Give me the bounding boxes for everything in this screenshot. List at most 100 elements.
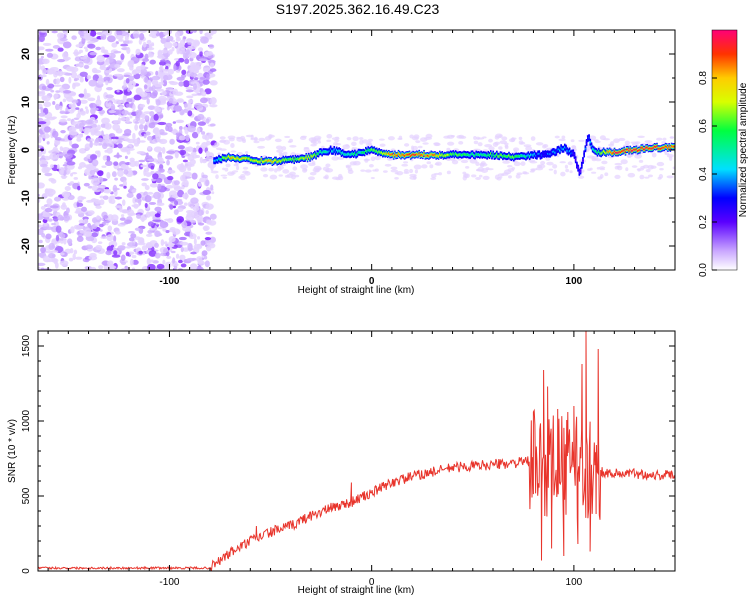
ridge-cell (577, 167, 579, 170)
noise-point (86, 138, 91, 142)
top-x-tick-label: 100 (566, 276, 583, 287)
noise-point (153, 84, 163, 88)
ridge-cell (628, 150, 630, 152)
ridge-cell (543, 153, 545, 156)
ridge-cell (621, 150, 623, 153)
halo-point (494, 174, 500, 180)
noise-point (129, 160, 137, 168)
noise-point (38, 145, 44, 149)
halo-point (303, 168, 308, 172)
noise-point (138, 250, 144, 255)
halo-point (446, 170, 451, 175)
ridge-cell (601, 151, 604, 154)
ridge-cell (424, 155, 427, 157)
ridge-cell (602, 150, 605, 152)
noise-point (57, 153, 65, 157)
noise-point (47, 83, 55, 89)
noise-point (149, 92, 158, 99)
ridge-cell (520, 154, 522, 157)
noise-point (45, 48, 54, 52)
halo-point (577, 175, 585, 179)
halo-point (553, 169, 557, 175)
ridge-cell (481, 154, 484, 157)
ridge-cell (630, 150, 633, 152)
noise-point (132, 132, 136, 140)
halo-point (651, 152, 657, 158)
noise-point (91, 185, 98, 191)
noise-point (117, 117, 121, 125)
noise-point (161, 90, 167, 96)
noise-point (183, 36, 187, 40)
noise-point (50, 164, 54, 169)
top-y-axis-label: Frequency (Hz) (7, 116, 18, 185)
halo-point (288, 138, 294, 143)
noise-point (39, 106, 43, 110)
noise-point (46, 198, 53, 205)
ridge-cell (386, 153, 389, 156)
ridge-cell (254, 159, 257, 162)
ridge-cell (213, 159, 215, 162)
noise-point (111, 143, 115, 149)
noise-point (76, 224, 84, 230)
noise-point (89, 154, 96, 161)
noise-point (79, 122, 85, 128)
halo-point (378, 138, 385, 141)
noise-point (47, 218, 53, 222)
ridge-cell (540, 154, 543, 157)
halo-point (242, 139, 247, 143)
noise-point (89, 176, 94, 180)
noise-point (99, 199, 105, 206)
top-x-tick-label: -100 (159, 276, 179, 287)
ridge-cell (629, 148, 632, 151)
halo-point (570, 139, 575, 143)
noise-point (79, 99, 88, 104)
ridge-cell (451, 153, 453, 156)
noise-point (95, 137, 104, 143)
ridge-cell (503, 154, 505, 157)
noise-point (152, 173, 159, 180)
ridge-cell (454, 152, 457, 155)
halo-point (482, 175, 490, 180)
noise-point (128, 75, 135, 81)
halo-point (429, 164, 434, 169)
noise-point (122, 95, 127, 101)
noise-point (148, 122, 156, 129)
noise-point (103, 214, 109, 219)
ridge-cell (271, 161, 274, 164)
halo-point (471, 174, 477, 178)
ridge-cell (668, 145, 670, 148)
noise-point (204, 51, 209, 58)
noise-point (149, 59, 156, 65)
noise-point (138, 159, 146, 163)
halo-point (488, 146, 495, 151)
noise-point (63, 56, 71, 61)
halo-point (508, 175, 512, 179)
halo-point (337, 173, 343, 179)
ridge-cell (502, 155, 504, 158)
ridge-cell (357, 151, 360, 154)
ridge-cell (642, 148, 645, 151)
halo-point (300, 164, 308, 170)
halo-point (326, 133, 333, 139)
bottom-y-tick-label: 1500 (21, 334, 32, 357)
noise-point (151, 75, 161, 81)
noise-point (171, 193, 179, 199)
halo-point (465, 165, 470, 169)
noise-point (165, 261, 172, 269)
noise-point (38, 121, 47, 125)
noise-point (181, 69, 187, 75)
noise-point (170, 250, 176, 254)
ridge-cell (221, 156, 224, 159)
halo-point (387, 136, 395, 141)
ridge-cell (472, 154, 475, 157)
ridge-cell (560, 146, 562, 149)
noise-point (208, 220, 217, 226)
ridge-cell (644, 148, 646, 151)
noise-point (194, 65, 200, 71)
bottom-x-tick-label: 100 (566, 577, 583, 588)
noise-point (199, 76, 206, 80)
noise-point (55, 90, 61, 93)
halo-point (359, 137, 364, 140)
noise-point (210, 164, 214, 172)
halo-point (560, 171, 566, 177)
